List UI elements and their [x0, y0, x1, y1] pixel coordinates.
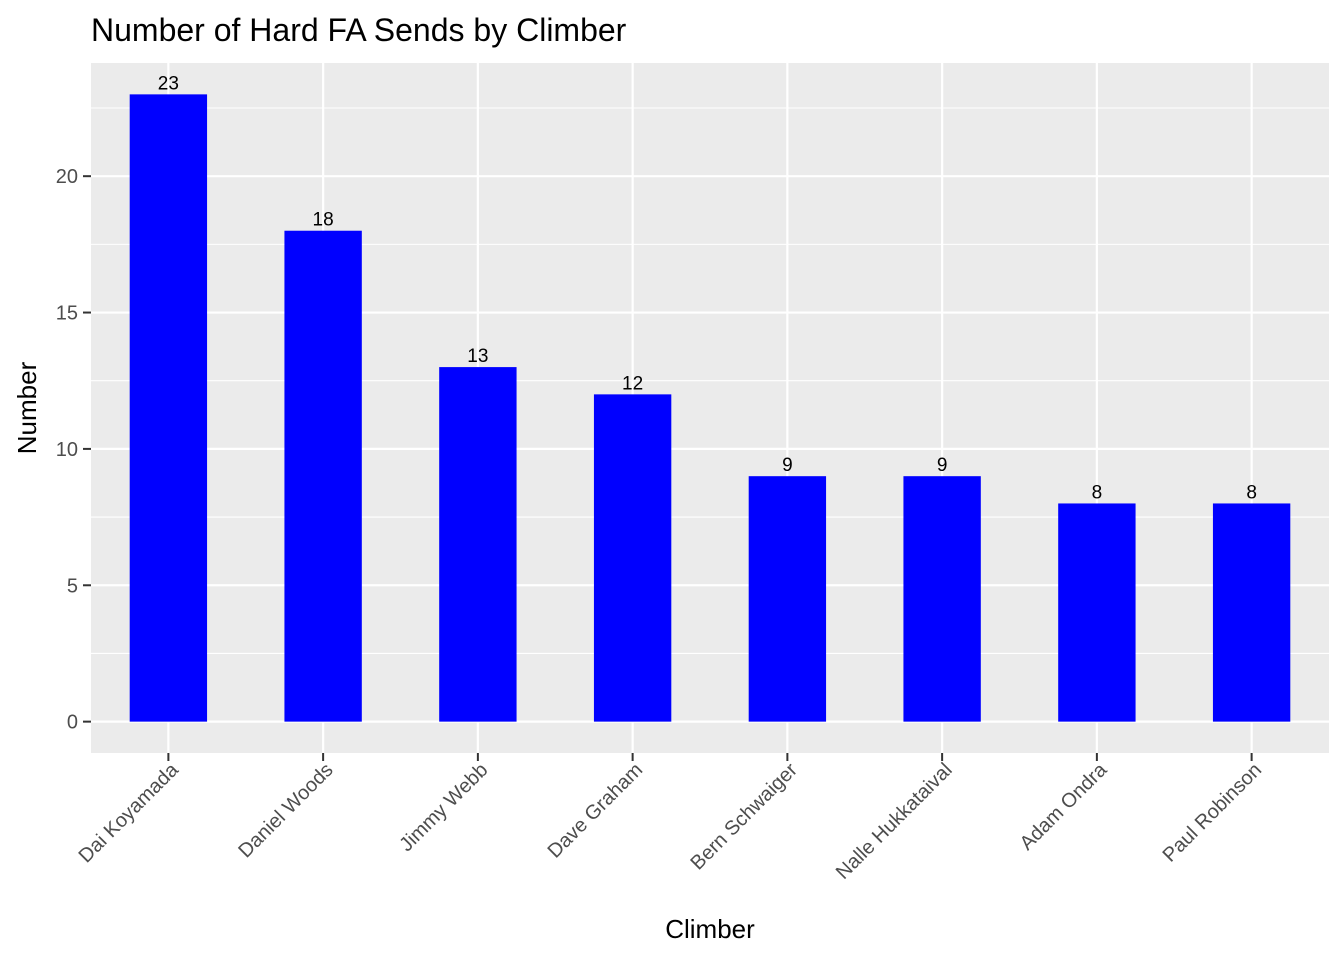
bar-value-label: 13 [467, 346, 488, 367]
bar [1212, 503, 1291, 722]
bar [129, 94, 208, 722]
x-tick-label: Nalle Hukkataival [832, 759, 957, 884]
chart-title: Number of Hard FA Sends by Climber [91, 12, 627, 48]
y-axis: 0 5 10 15 20 [56, 166, 91, 734]
bar-value-label: 23 [158, 73, 179, 94]
bar [284, 230, 362, 722]
plot-panel [91, 63, 1329, 753]
x-axis-title: Climber [665, 914, 755, 944]
bar [1058, 503, 1136, 722]
x-tick-label: Dave Graham [544, 759, 648, 863]
x-tick-label: Daniel Woods [234, 759, 337, 862]
x-tick-label: Paul Robinson [1159, 759, 1267, 867]
bar-value-label: 12 [622, 373, 643, 394]
y-tick-label: 20 [56, 166, 78, 188]
bar [439, 367, 517, 722]
bar [748, 476, 827, 722]
y-axis-title: Number [12, 361, 42, 454]
y-tick-label: 15 [56, 303, 78, 325]
y-tick-label: 5 [67, 575, 78, 597]
bar-value-label: 9 [937, 455, 948, 476]
bars [129, 94, 1291, 722]
bar-value-label: 9 [782, 455, 793, 476]
x-tick-label: Jimmy Webb [395, 759, 492, 856]
bar [593, 394, 672, 722]
y-tick-label: 0 [67, 712, 78, 734]
bar-value-label: 18 [313, 210, 334, 231]
y-tick-label: 10 [56, 439, 78, 461]
x-tick-label: Bern Schwaiger [687, 759, 803, 875]
x-tick-label: Dai Koyamada [75, 758, 184, 867]
data-labels: 23 18 13 12 9 9 8 8 [158, 73, 1257, 503]
x-axis: Dai Koyamada Daniel Woods Jimmy Webb Dave G… [75, 753, 1267, 884]
bar [903, 476, 981, 722]
bar-value-label: 8 [1092, 482, 1103, 503]
bar-value-label: 8 [1246, 482, 1257, 503]
x-tick-label: Adam Ondra [1016, 758, 1112, 854]
